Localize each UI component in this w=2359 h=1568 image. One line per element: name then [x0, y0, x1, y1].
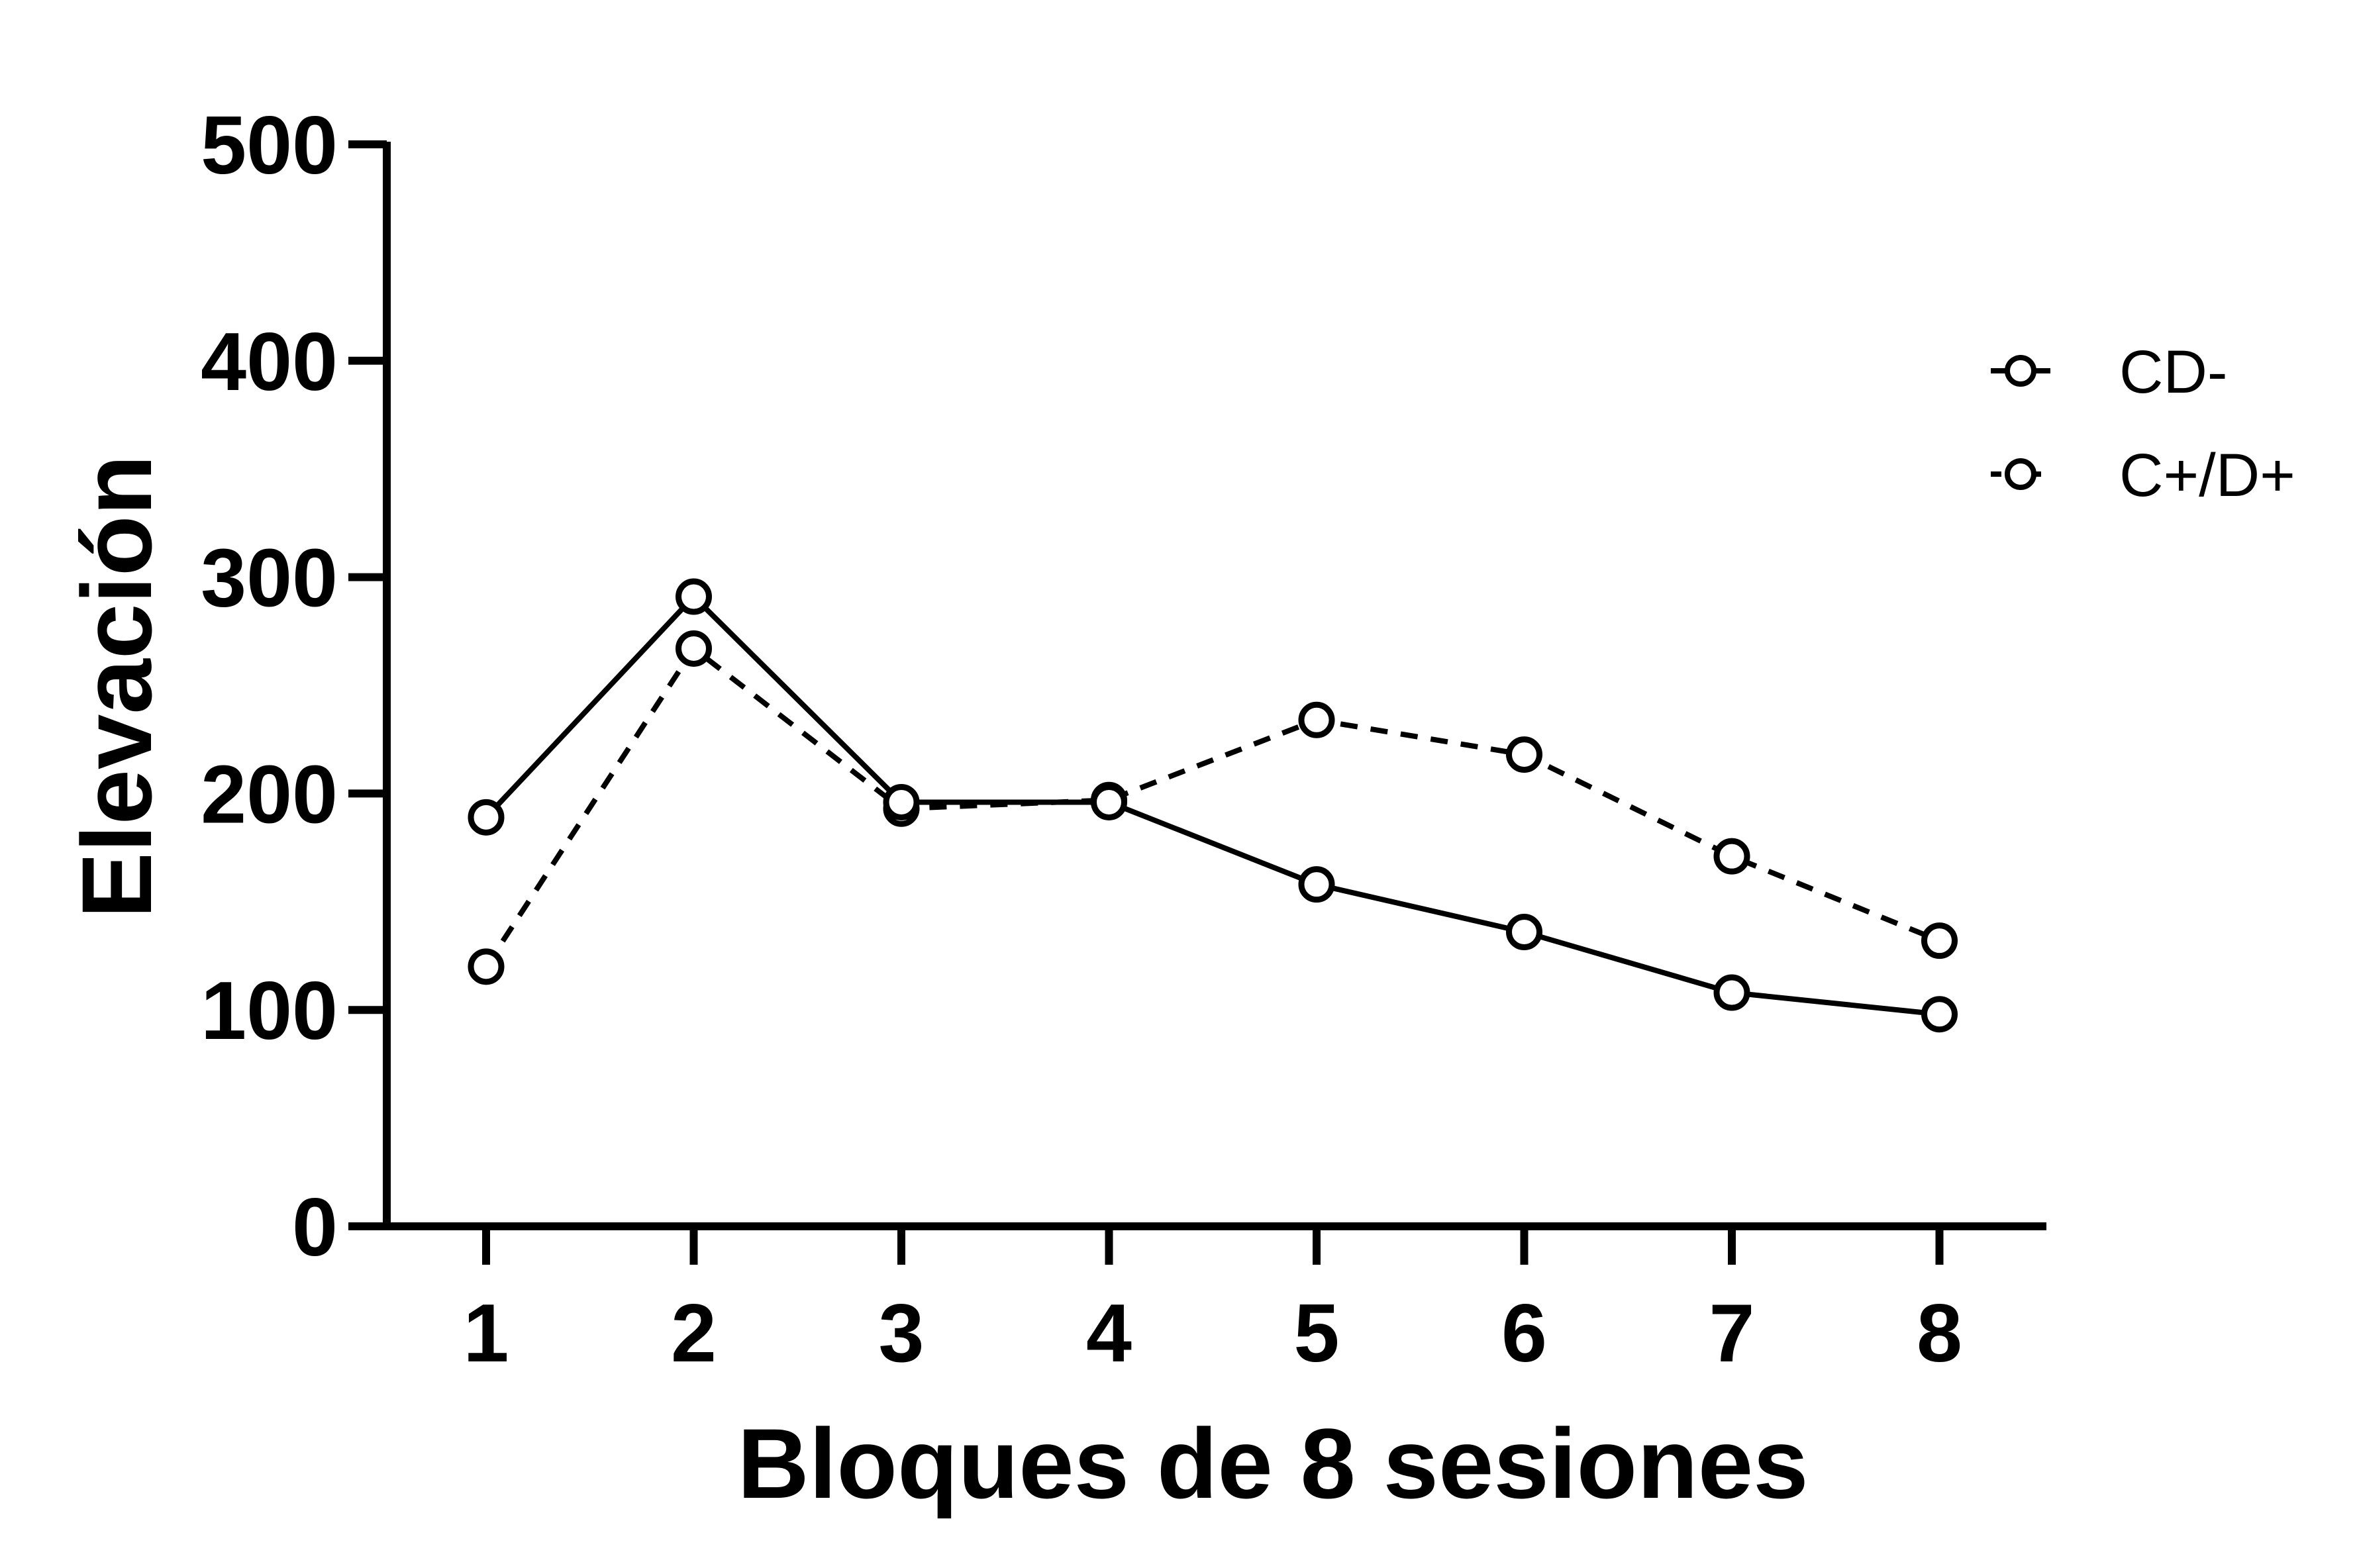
legend-label: CD-: [2119, 338, 2228, 406]
data-point: [468, 799, 505, 836]
y-tick-label: 500: [201, 100, 338, 191]
data-point: [1713, 838, 1750, 875]
y-tick-label: 0: [292, 1182, 338, 1273]
data-point: [1713, 974, 1750, 1011]
data-point: [1298, 866, 1335, 903]
data-point: [1506, 736, 1542, 773]
data-point: [1091, 783, 1127, 820]
x-tick-label: 1: [464, 1288, 509, 1379]
legend: CD- C+/D+: [1991, 338, 2295, 509]
y-tick-label: 100: [201, 965, 338, 1057]
x-tick-label: 5: [1294, 1288, 1340, 1379]
legend-label: C+/D+: [2119, 442, 2295, 509]
series-line: [483, 646, 1941, 969]
data-point: [1921, 996, 1958, 1033]
y-axis: 0 100 200 300 400 500: [201, 100, 391, 1273]
series-2: [468, 630, 1958, 985]
x-axis-title: Bloques de 8 sesiones: [737, 1408, 1808, 1519]
legend-entry-1: CD-: [1991, 338, 2228, 406]
x-tick-label: 3: [879, 1288, 925, 1379]
y-tick-label: 200: [201, 749, 338, 840]
data-point: [1506, 914, 1542, 951]
x-tick-label: 2: [671, 1288, 717, 1379]
data-point: [676, 578, 712, 615]
series-layer: [468, 578, 1958, 1033]
legend-marker: [2005, 355, 2036, 387]
series-1: [468, 578, 1958, 1033]
data-point: [676, 630, 712, 667]
series-line: [484, 594, 1940, 1017]
legend-marker: [2005, 458, 2036, 490]
x-axis: 1 2 3 4 5 6 7 8: [383, 1222, 2046, 1379]
data-point: [883, 783, 920, 820]
y-tick-label: 400: [201, 317, 338, 408]
x-tick-label: 7: [1709, 1288, 1755, 1379]
x-tick-label: 6: [1501, 1288, 1547, 1379]
x-tick-label: 8: [1917, 1288, 1962, 1379]
y-tick-label: 300: [201, 533, 338, 624]
y-axis-title: Elevación: [61, 455, 172, 918]
data-point: [1298, 701, 1335, 738]
legend-entry-2: C+/D+: [1991, 442, 2295, 509]
data-point: [468, 948, 505, 985]
x-tick-label: 4: [1086, 1288, 1132, 1379]
data-point: [1921, 922, 1958, 959]
